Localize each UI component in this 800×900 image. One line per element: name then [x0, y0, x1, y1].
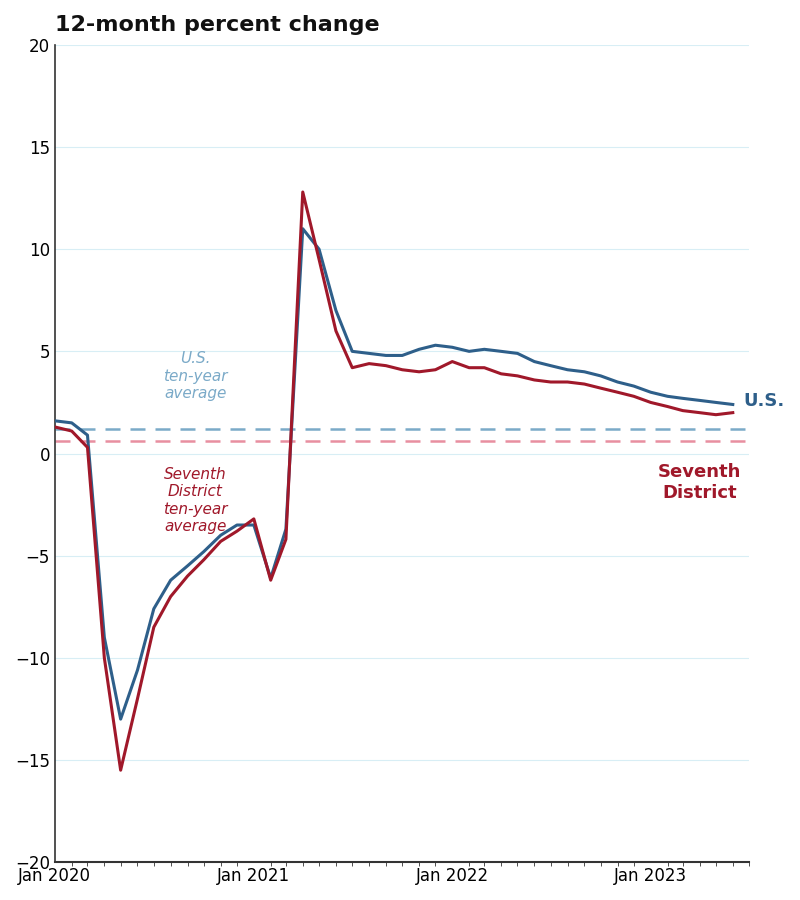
Text: U.S.: U.S.	[743, 392, 784, 410]
Text: 12-month percent change: 12-month percent change	[55, 15, 379, 35]
Text: Seventh
District: Seventh District	[658, 463, 742, 501]
Text: Seventh
District
ten-year
average: Seventh District ten-year average	[163, 467, 227, 534]
Text: U.S.
ten-year
average: U.S. ten-year average	[163, 351, 227, 401]
